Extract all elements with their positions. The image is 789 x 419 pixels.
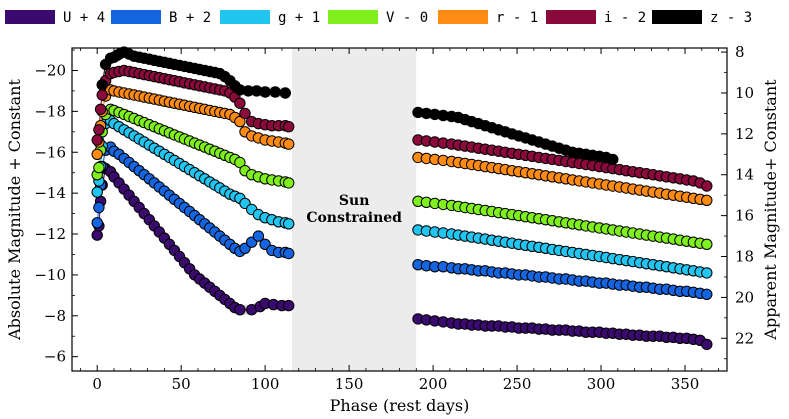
data-point xyxy=(252,230,265,242)
y-tick-label: −6 xyxy=(44,348,66,366)
y-right-tick-label: 10 xyxy=(735,84,754,102)
data-point xyxy=(701,238,713,251)
x-tick-label: 50 xyxy=(172,375,191,393)
x-tick-label: 250 xyxy=(503,375,532,393)
legend-swatch xyxy=(328,10,378,24)
legend-swatch xyxy=(438,10,488,24)
y-tick-label: −18 xyxy=(34,102,66,120)
data-point xyxy=(607,153,619,166)
sun-constrained-label: Sun xyxy=(339,193,369,209)
data-point xyxy=(93,161,105,174)
y-right-tick-label: 18 xyxy=(735,248,754,266)
data-point xyxy=(269,86,281,98)
y-right-tick-label: 8 xyxy=(735,43,745,61)
y-tick-label: −16 xyxy=(34,143,66,161)
y-right-tick-label: 16 xyxy=(735,207,754,225)
data-point xyxy=(91,229,103,241)
data-point xyxy=(234,304,246,316)
data-point xyxy=(283,247,295,260)
data-point xyxy=(234,115,246,128)
data-point xyxy=(701,194,713,207)
data-point xyxy=(91,186,103,198)
data-point xyxy=(94,103,107,116)
y-axis-label: Absolute Magnitude + Constant xyxy=(5,79,24,341)
legend-swatch xyxy=(652,10,702,24)
data-point xyxy=(93,201,105,214)
y-tick-label: −20 xyxy=(34,61,66,79)
legend-label: V - 0 xyxy=(386,10,428,26)
data-point xyxy=(701,288,713,300)
data-point xyxy=(259,86,271,98)
legend: U + 4 B + 2 g + 1 V - 0 r - 1 i - 2 z - 3 xyxy=(5,10,752,26)
data-point xyxy=(701,267,713,279)
y-right-tick-label: 22 xyxy=(735,329,754,347)
data-point xyxy=(93,124,105,136)
x-tick-label: 0 xyxy=(92,375,102,393)
axes: 0 50 100 150 200 250 300 350 −20 −18 −16 −14 −12 −10 −… xyxy=(34,43,754,393)
data-point xyxy=(701,338,713,351)
data-points xyxy=(91,46,713,351)
sun-constrained-label: Constrained xyxy=(306,210,402,226)
data-point xyxy=(91,217,103,229)
sun-constrained-region xyxy=(292,48,417,371)
x-tick-label: 200 xyxy=(419,375,448,393)
legend-label: r - 1 xyxy=(496,10,538,26)
data-point xyxy=(91,148,103,161)
legend-label: U + 4 xyxy=(63,10,105,26)
legend-swatch xyxy=(220,10,270,24)
y-right-tick-label: 14 xyxy=(735,166,754,184)
data-point xyxy=(96,89,108,101)
legend-swatch xyxy=(111,10,161,24)
data-point xyxy=(96,79,108,91)
y-tick-label: −8 xyxy=(44,307,66,325)
data-point xyxy=(283,299,295,312)
y-tick-label: −10 xyxy=(34,266,66,284)
x-tick-label: 300 xyxy=(587,375,616,393)
data-point xyxy=(283,138,295,150)
data-point xyxy=(234,156,246,169)
data-point xyxy=(239,107,251,120)
x-tick-label: 350 xyxy=(671,375,700,393)
data-point xyxy=(91,134,103,146)
x-tick-label: 150 xyxy=(335,375,364,393)
y-tick-label: −12 xyxy=(34,225,66,243)
y-tick-label: −14 xyxy=(34,184,66,202)
data-point xyxy=(279,87,291,99)
legend-swatch xyxy=(546,10,596,24)
data-point xyxy=(234,97,246,109)
y-right-tick-label: 20 xyxy=(735,288,754,306)
y-right-tick-label: 12 xyxy=(735,125,754,143)
data-point xyxy=(283,177,295,189)
data-point xyxy=(701,180,713,192)
legend-label: B + 2 xyxy=(169,10,211,26)
legend-label: g + 1 xyxy=(278,10,320,26)
legend-label: i - 2 xyxy=(604,10,646,26)
x-tick-label: 100 xyxy=(251,375,280,393)
data-point xyxy=(283,121,295,133)
data-point xyxy=(283,218,295,230)
x-axis-label: Phase (rest days) xyxy=(330,396,470,415)
legend-label: z - 3 xyxy=(710,10,752,26)
legend-swatch xyxy=(5,10,55,24)
y-axis-right-label: Apparent Magnitude+ Constant xyxy=(761,79,780,341)
